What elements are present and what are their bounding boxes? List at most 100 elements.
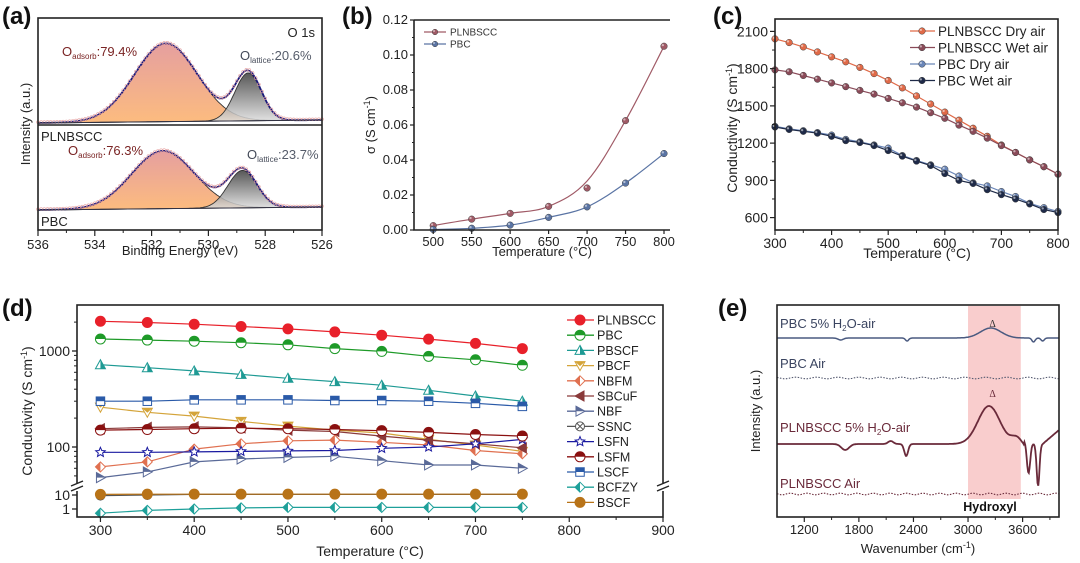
marker-circle-fill <box>575 330 585 336</box>
raw-data-point <box>99 198 103 203</box>
marker-triangle-fill <box>475 390 481 400</box>
legend-marker <box>574 451 586 463</box>
series-label-subscript: 2 <box>842 324 847 333</box>
raw-data-point <box>295 117 299 122</box>
data-point-body <box>856 138 864 147</box>
data-point-body <box>898 84 906 92</box>
raw-data-point <box>200 178 204 182</box>
y-tick-label: 0.06 <box>383 117 408 132</box>
data-point <box>235 416 247 428</box>
series-label-text: PLNBSCC Air <box>780 476 861 491</box>
data-point <box>785 125 793 134</box>
data-point <box>870 90 878 98</box>
marker-circle-fill <box>517 431 528 437</box>
data-point <box>422 440 435 453</box>
legend-label: BCFZY <box>597 481 639 495</box>
data-point <box>188 423 200 435</box>
data-point-highlight <box>430 223 434 226</box>
legend-item-pbc-dry-air: PBC Dry air <box>910 57 1010 72</box>
series-line <box>100 427 523 437</box>
series-label-plnbscc-5-h2o-air: PLNBSCC 5% H2O-air <box>780 420 911 437</box>
legend-marker <box>575 467 585 477</box>
peak-label-subscript: lattice <box>257 155 278 164</box>
data-point <box>329 343 341 355</box>
data-point <box>912 103 921 111</box>
data-point-body <box>918 76 926 85</box>
raw-data-point <box>184 162 189 166</box>
data-point <box>506 209 514 217</box>
data-point-highlight <box>871 91 875 95</box>
marker-triangle-fill <box>100 359 106 369</box>
panel-b-x-axis-title-unit: °C) <box>573 244 592 259</box>
raw-data-point <box>42 120 46 124</box>
data-point <box>236 395 246 405</box>
data-point-highlight <box>1027 201 1030 204</box>
data-point-highlight <box>623 180 626 184</box>
panel-a-x-ticks: 536 534 532 530 528 526 <box>27 230 333 252</box>
marker-diamond-fill <box>142 505 148 516</box>
marker-triangle-fill <box>143 466 153 472</box>
raw-data-point <box>304 117 308 122</box>
marker-diamond-fill <box>575 482 580 493</box>
raw-data-point <box>307 117 312 122</box>
data-point <box>842 83 850 91</box>
marker-circle-fill <box>282 423 293 429</box>
raw-data-point <box>203 82 207 87</box>
y-tick-label: 0.04 <box>383 152 408 167</box>
raw-data-point <box>206 183 211 187</box>
series-pbc <box>94 333 528 371</box>
x-tick-label: 536 <box>27 237 49 252</box>
data-point <box>330 395 340 406</box>
data-point <box>94 488 106 500</box>
legend-item-plnbscc: PLNBSCC <box>567 314 656 328</box>
panel-c-y-axis-title-end: ) <box>724 63 740 68</box>
raw-data-point <box>200 78 204 83</box>
data-point-highlight <box>857 65 860 68</box>
data-point <box>828 132 836 140</box>
data-point <box>141 445 154 458</box>
raw-data-point <box>80 204 84 209</box>
data-point <box>621 179 630 187</box>
raw-data-point <box>121 88 125 92</box>
data-point <box>517 401 528 412</box>
data-point-highlight <box>885 96 889 99</box>
baseline <box>37 119 323 124</box>
legend-item-pbc: PBC <box>567 329 623 343</box>
data-point <box>469 337 481 349</box>
raw-data-point <box>301 204 305 209</box>
data-point-highlight <box>914 158 917 162</box>
marker-square-fill <box>143 396 152 402</box>
x-tick-label: 700 <box>990 235 1014 251</box>
y-tick-label: 0.02 <box>383 187 408 202</box>
raw-data-point <box>105 105 110 110</box>
panel-c-ticks: 300 400 500 600 700 800 600 900 1200 1500 1800 2100 <box>737 23 1070 251</box>
spectrum-pbc <box>36 148 324 211</box>
data-point-body <box>912 103 921 111</box>
data-point <box>188 488 200 500</box>
data-point-highlight <box>469 216 472 220</box>
raw-data-point <box>48 120 53 124</box>
marker-diamond-fill <box>376 437 382 448</box>
data-point-highlight <box>942 109 945 113</box>
peak-label-o-lattice: Olattice:20.6% <box>240 48 312 65</box>
data-point-highlight <box>984 135 988 139</box>
raw-data-point <box>209 90 214 95</box>
data-point-body <box>870 70 878 78</box>
data-point-highlight <box>584 204 588 207</box>
data-point <box>235 445 248 457</box>
data-point-highlight <box>800 129 804 132</box>
legend-marker <box>574 314 586 326</box>
marker-star <box>375 442 388 454</box>
raw-data-point <box>115 187 119 191</box>
marker-star <box>235 445 248 457</box>
panel-d-plot <box>94 315 529 519</box>
marker-square-fill <box>575 467 585 472</box>
axis-break-mark <box>70 485 84 492</box>
series-line <box>100 439 523 468</box>
data-point-body <box>856 63 864 71</box>
data-point <box>329 501 341 514</box>
data-point <box>842 137 850 145</box>
data-point-highlight <box>900 153 903 157</box>
x-tick-label: 800 <box>653 234 675 249</box>
raw-data-point <box>93 113 97 118</box>
